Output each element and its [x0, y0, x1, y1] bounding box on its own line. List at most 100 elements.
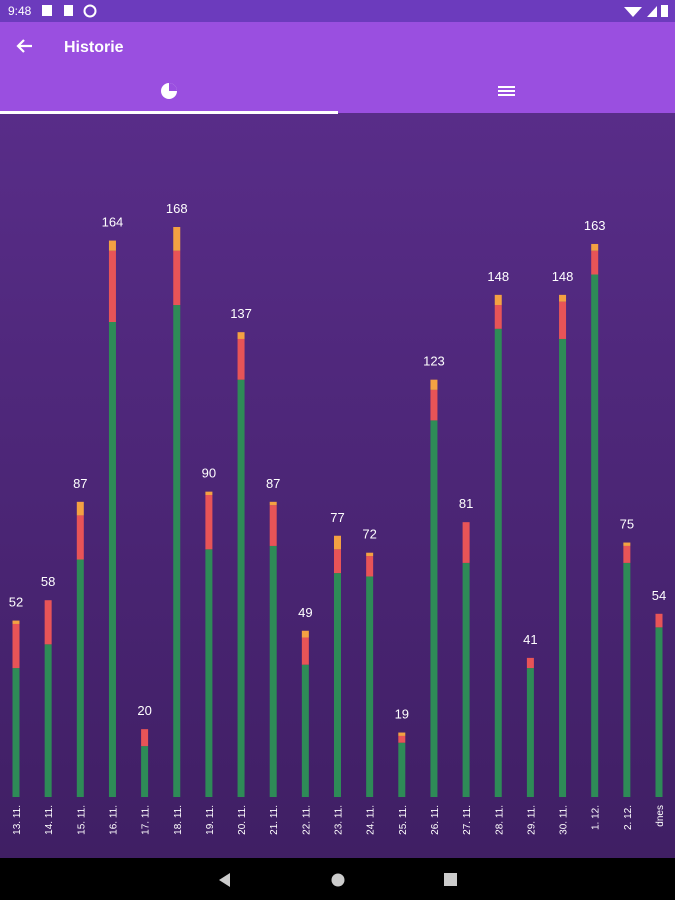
bar-segment — [301, 664, 309, 797]
x-tick-label: 28. 11. — [494, 805, 505, 835]
bar-segment — [237, 332, 245, 339]
total-label: 58 — [41, 574, 55, 589]
bar-segment — [430, 389, 438, 421]
bar-segment — [334, 535, 341, 550]
bar-segment — [462, 562, 470, 797]
app-bar — [0, 22, 675, 113]
total-label: 49 — [298, 605, 312, 620]
total-label: 77 — [330, 510, 344, 525]
status-bar — [0, 0, 675, 22]
total-label: 148 — [552, 269, 574, 284]
bar-segment — [494, 294, 502, 306]
list-tab[interactable] — [498, 86, 515, 96]
total-label: 168 — [166, 201, 188, 216]
bar-segment — [12, 623, 20, 669]
bar-segment — [366, 552, 374, 557]
bar-segment — [559, 294, 567, 302]
bar-segment — [108, 322, 116, 797]
x-tick-label: 29. 11. — [526, 805, 537, 835]
signal-icon — [647, 6, 657, 17]
x-tick-label: 24. 11. — [366, 805, 377, 835]
bar-segment — [526, 657, 534, 669]
bar-segment — [398, 735, 406, 743]
x-tick-label: 17. 11. — [141, 805, 152, 835]
bar-segment — [366, 576, 374, 797]
bar-segment — [76, 501, 84, 516]
bar-segment — [205, 491, 213, 496]
bar-segment — [655, 613, 663, 628]
bar-segment — [141, 729, 149, 747]
battery-icon — [661, 5, 668, 17]
x-tick-label: 30. 11. — [559, 805, 570, 835]
bar-segment — [623, 545, 631, 563]
x-tick-label: 25. 11. — [398, 805, 409, 835]
status-icon — [42, 5, 52, 16]
bar-segment — [301, 637, 309, 665]
bar-segment — [398, 742, 406, 797]
x-tick-label: 20. 11. — [237, 805, 248, 835]
x-tick-label: 26. 11. — [430, 805, 441, 835]
total-label: 19 — [395, 707, 409, 722]
x-tick-label: 23. 11. — [334, 805, 345, 835]
bar-segment — [559, 301, 567, 339]
total-label: 81 — [459, 496, 473, 511]
x-tick-label: 19. 11. — [205, 805, 216, 835]
total-label: 52 — [9, 595, 23, 610]
total-label: 54 — [652, 588, 666, 603]
bar-segment — [237, 379, 245, 797]
total-label: 72 — [362, 527, 376, 542]
bar-segment — [591, 250, 599, 275]
bar-segment — [591, 243, 599, 251]
x-tick-label: 15. 11. — [76, 805, 87, 835]
bar-segment — [526, 668, 534, 797]
total-label: 148 — [487, 269, 509, 284]
x-tick-label: 16. 11. — [108, 805, 119, 835]
total-label: 123 — [423, 354, 445, 369]
total-label: 75 — [620, 517, 634, 532]
back-button[interactable] — [16, 39, 32, 53]
chart-tab[interactable] — [161, 83, 177, 99]
total-label: 163 — [584, 218, 606, 233]
bar-segment — [108, 240, 116, 251]
nav-recent[interactable] — [444, 873, 457, 886]
total-label: 20 — [137, 703, 151, 718]
nav-home[interactable] — [331, 873, 345, 887]
bar-segment — [205, 495, 213, 550]
bar-segment — [334, 549, 341, 574]
bar-segment — [655, 627, 663, 797]
total-label: 137 — [230, 306, 252, 321]
bar-segment — [269, 501, 277, 506]
status-icon — [83, 4, 97, 18]
bar-segment — [76, 515, 84, 560]
total-label: 41 — [523, 632, 537, 647]
bar-segment — [173, 227, 181, 251]
bar-segment — [269, 545, 277, 797]
status-icon — [64, 5, 73, 16]
bar-segment — [108, 250, 116, 322]
bar-segment — [462, 522, 470, 563]
x-tick-label: 13. 11. — [12, 805, 23, 835]
nav-back[interactable] — [219, 873, 230, 887]
bar-segment — [559, 338, 567, 797]
total-label: 87 — [73, 476, 87, 491]
bar-segment — [366, 556, 374, 577]
x-tick-label: dnes — [655, 805, 666, 827]
x-tick-label: 2. 12. — [623, 805, 634, 830]
bar-segment — [173, 305, 181, 797]
bar-segment — [430, 379, 438, 390]
bar-segment — [269, 505, 277, 546]
tab-indicator — [0, 111, 338, 114]
x-tick-label: 14. 11. — [44, 805, 55, 835]
bar-segment — [76, 559, 84, 797]
total-label: 164 — [102, 215, 124, 230]
bar-segment — [44, 600, 52, 645]
bar-segment — [141, 746, 149, 797]
bar-segment — [623, 542, 631, 546]
bar-segment — [494, 328, 502, 797]
bar-segment — [494, 305, 502, 329]
app-title: Historie — [64, 39, 124, 56]
bar-segment — [301, 630, 309, 638]
bar-segment — [44, 644, 52, 797]
